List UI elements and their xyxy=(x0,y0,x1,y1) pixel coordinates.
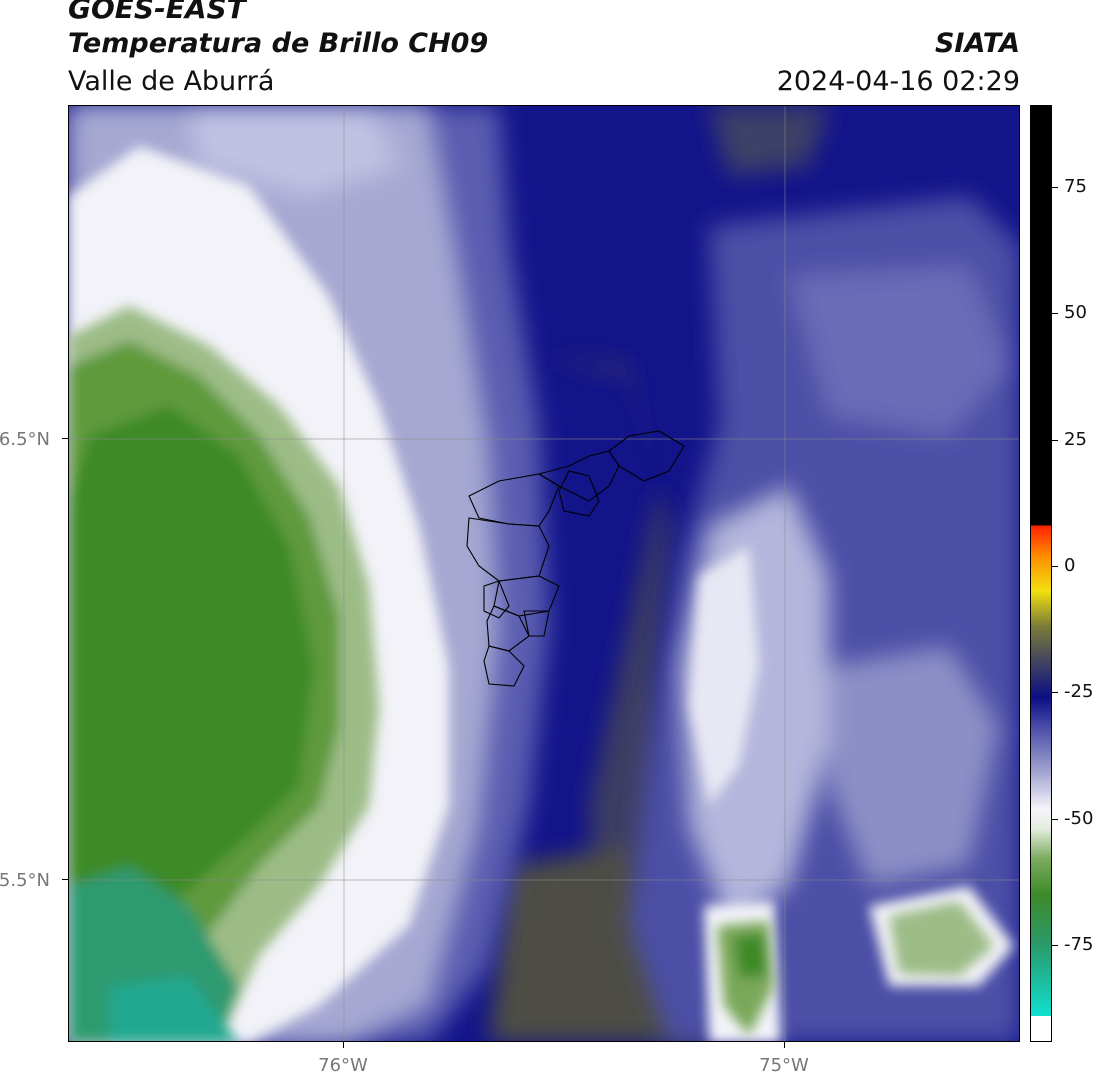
colorbar-tick xyxy=(1052,186,1058,188)
municipal-boundaries xyxy=(466,430,685,687)
colorbar-tick xyxy=(1052,313,1058,315)
colorbar-gradient xyxy=(1031,106,1051,1041)
colorbar-tick xyxy=(1052,439,1058,441)
colorbar-tick-label: -50 xyxy=(1064,807,1094,829)
colorbar-tick-label: -75 xyxy=(1064,934,1094,955)
lat-tick-5-5 xyxy=(62,879,68,880)
product-title: GOES-EAST xyxy=(68,0,246,25)
map-panel xyxy=(68,105,1020,1042)
colorbar-tick xyxy=(1052,818,1058,820)
organization-label: SIATA xyxy=(934,28,1020,59)
datetime-label: 2024-04-16 02:29 xyxy=(776,66,1020,97)
colorbar-tick-label: 25 xyxy=(1064,428,1087,450)
graticule xyxy=(69,106,1019,1041)
product-subtitle: Temperatura de Brillo CH09 xyxy=(68,28,489,59)
colorbar-tick-label: 0 xyxy=(1064,554,1076,576)
brightness-temperature-field xyxy=(69,106,1019,1041)
lat-tick-6-5 xyxy=(62,438,68,439)
lon-tick-75w xyxy=(784,1042,785,1048)
lon-tick-76w xyxy=(343,1042,344,1048)
lon-label-75w: 75°W xyxy=(759,1055,809,1076)
colorbar-tick-label: -25 xyxy=(1064,681,1094,703)
colorbar xyxy=(1030,105,1052,1042)
colorbar-tick xyxy=(1052,945,1058,946)
lat-label-5-5: 5.5°N xyxy=(0,870,50,891)
colorbar-tick xyxy=(1052,692,1058,694)
colorbar-tick-label: 50 xyxy=(1064,302,1087,324)
colorbar-tick xyxy=(1052,565,1058,567)
lon-label-76w: 76°W xyxy=(318,1055,368,1076)
warm-surface-green xyxy=(69,306,994,1041)
lat-label-6-5: 6.5°N xyxy=(0,429,50,450)
region-label: Valle de Aburrá xyxy=(68,66,275,97)
colorbar-tick-label: 75 xyxy=(1064,175,1087,197)
